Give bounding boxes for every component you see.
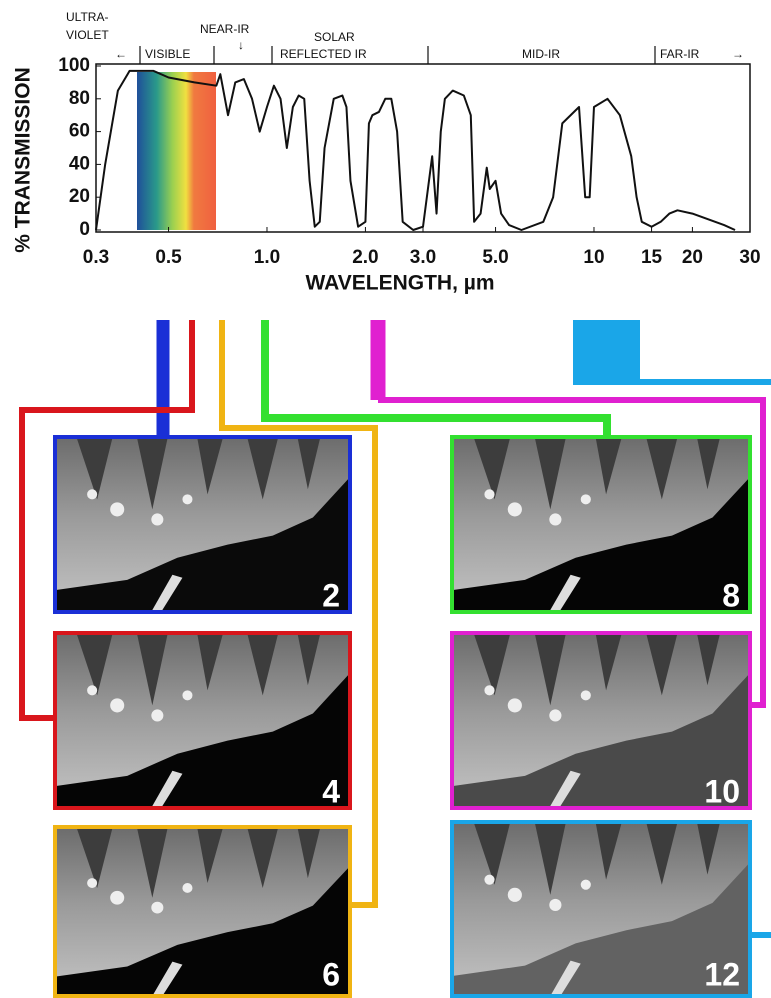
annotation: FAR-IR [660,47,700,61]
x-tick-label: 15 [641,247,663,268]
x-tick-label: 3.0 [410,247,436,268]
y-tick-label: 40 [69,153,90,174]
image-panel: 2 [55,437,350,613]
annotation: VISIBLE [145,47,190,61]
y-tick-label: 60 [69,121,90,142]
annotation: NEAR-IR [200,22,250,36]
annotation: VIOLET [66,28,109,42]
x-axis-label: WAVELENGTH, µm [305,272,494,295]
x-tick-label: 0.5 [155,247,182,268]
x-tick-label: 1.0 [254,247,280,268]
x-tick-label: 2.0 [352,247,378,268]
image-panel: 10 [452,633,750,809]
annotation: SOLAR [314,30,355,44]
x-tick-label: 20 [682,247,703,268]
annotation-arrow: ↓ [238,38,244,52]
y-tick-label: 100 [58,55,90,76]
region-dividers [140,46,655,64]
visible-band [137,72,216,230]
y-axis-label: % TRANSMISSION [12,67,35,253]
annotation-arrow: ← [115,47,127,61]
page: ULTRA- VIOLET ← VISIBLE NEAR-IR ↓ SOLAR … [0,0,771,998]
x-tick-label: 10 [583,247,604,268]
figure: ULTRA- VIOLET ← VISIBLE NEAR-IR ↓ SOLAR … [0,0,771,998]
image-panel: 4 [55,633,350,809]
y-tick-label: 80 [69,88,90,109]
image-panel: 6 [55,827,350,996]
band-label: 2 [322,577,340,613]
x-tick-label: 0.3 [83,247,109,268]
band-label: 6 [322,956,340,992]
band-label: 4 [322,773,340,809]
annotation: ULTRA- [66,10,108,24]
band-label: 12 [704,956,740,992]
image-panel: 8 [452,437,750,613]
x-tick-label: 5.0 [482,247,508,268]
annotation: MID-IR [522,47,560,61]
image-panel: 12 [452,822,750,996]
y-tick-label: 20 [69,186,90,207]
band-label: 8 [722,577,740,613]
annotation-arrow: → [732,47,744,61]
x-tick-label: 30 [739,247,760,268]
band-label: 10 [704,773,740,809]
annotation: REFLECTED IR [280,47,367,61]
y-tick-label: 0 [79,219,90,240]
